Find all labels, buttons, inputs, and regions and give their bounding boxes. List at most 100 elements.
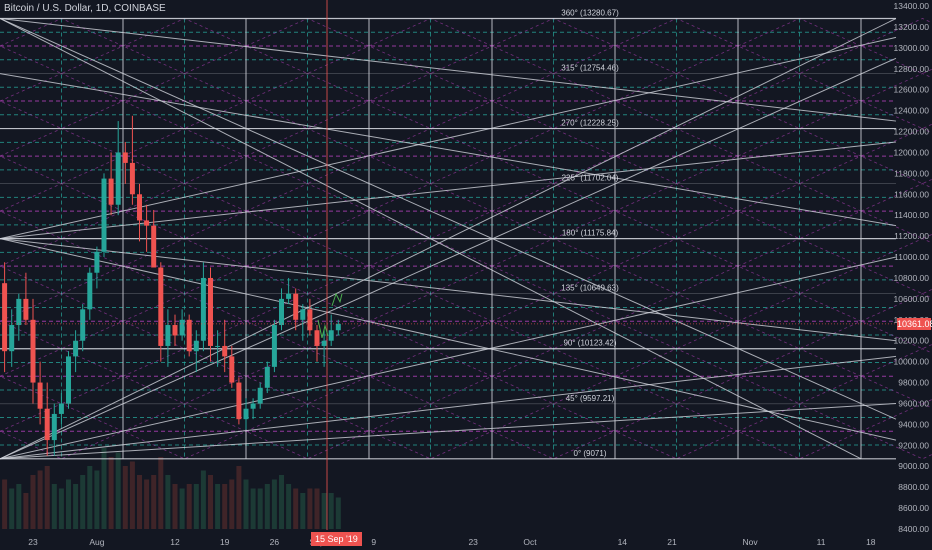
x-tick-label: 19 — [220, 537, 230, 547]
gann-fan-line — [0, 57, 897, 460]
gann-level-label: 90° (10123.42) — [563, 339, 616, 348]
volume-bar — [264, 484, 270, 529]
cursor — [0, 0, 896, 530]
gann-level-label: 225° (11702.04) — [562, 174, 619, 183]
candle-body — [200, 277, 206, 341]
volume-bar — [66, 479, 71, 529]
gann-dashed-diamond — [860, 128, 932, 185]
candle-body — [23, 298, 29, 320]
volume-bar — [279, 475, 284, 529]
gann-fan-lines — [0, 17, 897, 460]
y-tick-label: 8400.00 — [898, 524, 929, 534]
gann-grid — [0, 17, 896, 460]
y-tick-label: 9200.00 — [898, 440, 929, 450]
volume-bar — [94, 470, 100, 529]
candle-body — [37, 382, 43, 409]
gann-fan-line — [0, 141, 897, 240]
x-tick-label: 26 — [270, 537, 280, 547]
volume-bar — [144, 479, 150, 529]
gann-fan-line — [0, 355, 897, 460]
candle-body — [44, 408, 50, 441]
volume-bar — [73, 484, 79, 529]
gann-fan-line — [0, 18, 862, 460]
gann-fan-line — [0, 36, 897, 240]
x-tick-label: Nov — [743, 537, 759, 547]
volume-bar — [328, 493, 334, 529]
candle-body — [307, 309, 313, 331]
candles — [2, 115, 341, 456]
candle-body — [208, 277, 213, 346]
gann-fan-line — [0, 238, 897, 342]
y-tick-label: 11200.00 — [894, 231, 929, 241]
candle-body — [137, 194, 142, 221]
volume-bar — [215, 484, 221, 529]
candle-body — [300, 309, 306, 320]
volume-bar — [151, 475, 157, 529]
candle-body — [129, 162, 135, 195]
volume-bar — [307, 488, 313, 529]
candle-body — [16, 298, 22, 326]
candle-body — [115, 152, 121, 205]
volume-bar — [172, 484, 178, 529]
cursor-date-tag: 15 Sep '19 — [311, 532, 362, 546]
x-tick-label: 14 — [618, 537, 628, 547]
y-tick-label: 9000.00 — [898, 461, 929, 471]
volume-bar — [200, 470, 206, 529]
gann-fan-line — [0, 402, 897, 460]
candle-body — [250, 403, 256, 409]
x-tick-label: 21 — [667, 537, 677, 547]
gann-level-label: 315° (12754.46) — [561, 64, 619, 73]
volume-bar — [122, 466, 128, 529]
volume-bar — [271, 479, 277, 529]
volume-bar — [16, 484, 22, 529]
wave-annotation-bottom — [317, 319, 329, 338]
candle-body — [87, 272, 93, 310]
volume-layer — [2, 448, 341, 529]
volume-bar — [80, 475, 86, 529]
gann-level-label: 45° (9597.21) — [566, 394, 615, 403]
candle-body — [101, 178, 107, 252]
gann-level-label: 180° (11175.84) — [562, 229, 619, 238]
volume-bar — [44, 466, 50, 529]
y-tick-label: 8800.00 — [898, 482, 929, 492]
volume-bar — [58, 488, 64, 529]
candle-body — [58, 403, 64, 414]
gann-dashed-diamond — [860, 183, 932, 240]
volume-bar — [23, 493, 29, 529]
candle-body — [286, 293, 292, 299]
volume-bar — [286, 484, 292, 529]
volume-bar — [115, 452, 121, 529]
candle-body — [314, 330, 320, 346]
volume-bar — [108, 457, 114, 529]
candle-body — [335, 323, 341, 331]
candle-body — [151, 225, 157, 268]
candle-body — [193, 340, 199, 352]
volume-bar — [179, 488, 185, 529]
x-tick-label: 12 — [170, 537, 180, 547]
candle-body — [229, 356, 235, 383]
x-tick-label: 23 — [468, 537, 478, 547]
y-tick-label: 8600.00 — [898, 503, 929, 513]
candle-body — [172, 325, 178, 336]
volume-bar — [222, 484, 228, 529]
volume-bar — [300, 493, 306, 529]
y-tick-label: 11600.00 — [894, 189, 929, 199]
y-tick-label: 11400.00 — [894, 210, 929, 220]
volume-bar — [314, 488, 320, 529]
volume-bar — [101, 448, 107, 529]
volume-bar — [51, 484, 57, 529]
candle-body — [165, 325, 171, 346]
x-tick-label: Oct — [523, 537, 537, 547]
y-tick-label: 13400.00 — [894, 1, 930, 11]
y-tick-label: 13000.00 — [894, 43, 930, 53]
gann-level-labels: 360° (13280.67) 315° (12754.46) 270° (1222… — [561, 8, 619, 457]
gann-dashed-diamond — [860, 18, 932, 74]
y-tick-label: 12400.00 — [894, 106, 930, 116]
gann-dashed-diamond — [860, 238, 932, 295]
y-tick-label: 11800.00 — [894, 168, 929, 178]
current-price-tag: 10361.08 — [897, 317, 932, 330]
candle-body — [215, 345, 221, 347]
candle-body — [328, 330, 334, 341]
